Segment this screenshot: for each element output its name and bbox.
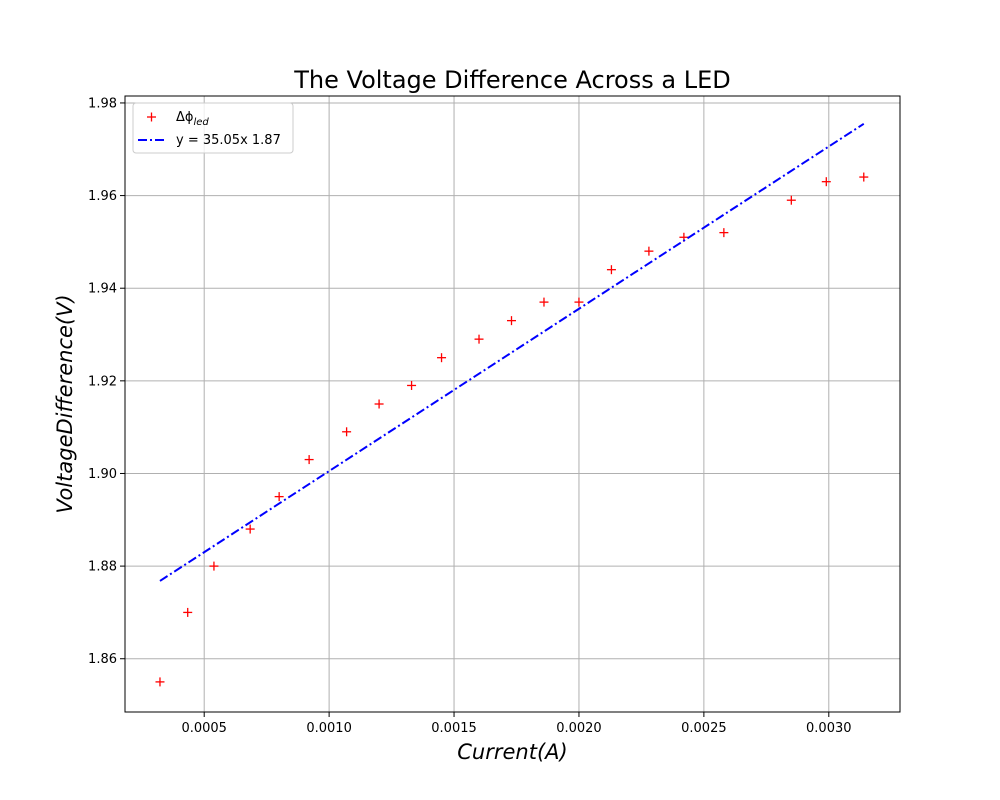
data-point	[274, 492, 284, 502]
x-tick-label: 0.0020	[556, 721, 602, 736]
plot-frame	[124, 95, 901, 713]
legend-label: Δϕled	[176, 110, 209, 128]
data-point	[507, 316, 517, 326]
data-point	[606, 265, 616, 275]
y-tick-label: 1.88	[88, 560, 117, 575]
x-tick-label: 0.0025	[681, 721, 727, 736]
data-point	[407, 380, 417, 390]
fit-line	[159, 122, 865, 582]
x-tick-label: 0.0005	[181, 721, 227, 736]
data-point	[245, 524, 255, 534]
y-tick-label: 1.92	[88, 374, 117, 389]
data-point	[342, 427, 352, 437]
data-point	[474, 334, 484, 344]
x-axis-label: Current(A)	[457, 740, 567, 764]
chart-title: The Voltage Difference Across a LED	[293, 66, 730, 94]
legend-label: y = 35.05x 1.87	[176, 133, 281, 148]
x-tick-label: 0.0010	[306, 721, 352, 736]
legend: Δϕled y = 35.05x 1.87	[132, 102, 294, 154]
data-point	[374, 399, 384, 409]
data-point	[437, 353, 447, 363]
data-point	[574, 297, 584, 307]
y-tick-label: 1.86	[88, 652, 117, 667]
data-point	[821, 177, 831, 187]
x-tick-label: 0.0015	[431, 721, 477, 736]
x-tick-label: 0.0030	[806, 721, 852, 736]
data-point	[719, 228, 729, 238]
y-tick-label: 1.98	[88, 96, 117, 111]
data-point	[155, 677, 165, 687]
plot-series	[155, 122, 869, 687]
y-tick-label: 1.90	[88, 467, 117, 482]
axis-ticks: 0.0005 0.0010 0.0015 0.0020 0.0025 0.0030 1.86…	[88, 96, 851, 736]
y-axis-label: VoltageDifference(V)	[53, 294, 77, 513]
data-point	[209, 561, 219, 571]
y-tick-label: 1.94	[88, 282, 117, 297]
data-point	[644, 246, 654, 256]
data-point	[786, 195, 796, 205]
data-point	[539, 297, 549, 307]
data-point	[304, 455, 314, 465]
data-point	[859, 172, 869, 182]
legend-box	[132, 102, 294, 154]
data-point	[183, 607, 193, 617]
legend-marker	[147, 112, 156, 122]
y-tick-label: 1.96	[88, 189, 117, 204]
grid	[125, 96, 900, 712]
